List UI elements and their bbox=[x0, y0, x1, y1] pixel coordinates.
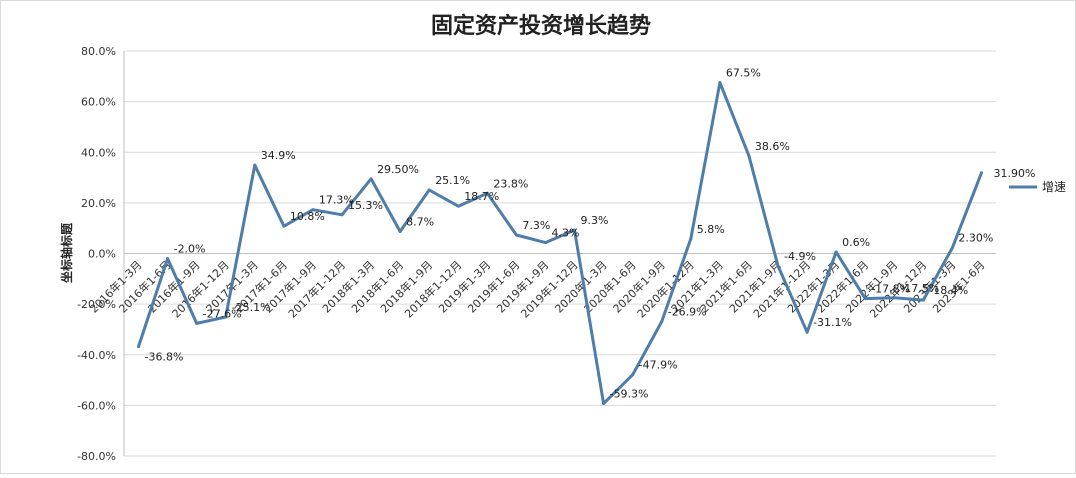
data-label: 8.7% bbox=[406, 215, 434, 228]
data-label: 67.5% bbox=[726, 67, 761, 80]
data-label: 9.3% bbox=[581, 214, 609, 227]
data-point bbox=[456, 204, 460, 208]
y-tick-label: -80.0% bbox=[77, 450, 116, 463]
y-tick-label: 20.0% bbox=[81, 197, 116, 210]
data-label: 5.8% bbox=[697, 223, 725, 236]
data-label: -27.6% bbox=[203, 307, 242, 320]
data-point bbox=[282, 224, 286, 228]
data-label: 15.3% bbox=[348, 199, 383, 212]
data-label: -47.9% bbox=[639, 359, 678, 372]
data-labels: -36.8% -2.0% -27.6%-25.1% 34.9% 10.8% 17.3%15… bbox=[145, 67, 1036, 401]
data-label: -59.3% bbox=[610, 388, 649, 401]
data-label: 10.8% bbox=[290, 210, 325, 223]
data-point bbox=[602, 402, 606, 406]
data-point bbox=[514, 233, 518, 237]
data-label: -17.8% bbox=[871, 283, 910, 296]
data-label: -18.4% bbox=[929, 284, 968, 297]
data-point bbox=[195, 321, 199, 325]
data-label: -25.1% bbox=[232, 301, 271, 314]
data-point bbox=[834, 250, 838, 254]
y-tick-label: 40.0% bbox=[81, 146, 116, 159]
y-axis: 80.0% 60.0% 40.0% 20.0% 0.0% -20.0% -40.0% -60.… bbox=[77, 45, 125, 463]
data-point bbox=[311, 208, 315, 212]
data-label: 29.50% bbox=[377, 163, 419, 176]
data-point bbox=[253, 163, 257, 167]
legend: 增速 bbox=[1009, 180, 1066, 194]
data-point bbox=[137, 345, 141, 349]
data-point bbox=[631, 373, 635, 377]
data-label: 0.6% bbox=[842, 236, 870, 249]
data-label: 2.30% bbox=[958, 232, 993, 245]
data-label: 7.3% bbox=[522, 219, 550, 232]
y-tick-label: -20.0% bbox=[77, 298, 116, 311]
data-label: 38.6% bbox=[755, 140, 790, 153]
data-point bbox=[166, 257, 170, 261]
data-point bbox=[805, 330, 809, 334]
data-label: -36.8% bbox=[145, 351, 184, 364]
data-point bbox=[543, 241, 547, 245]
data-label: -4.9% bbox=[784, 250, 816, 263]
data-label: 34.9% bbox=[261, 149, 296, 162]
data-label: 18.7% bbox=[464, 190, 499, 203]
y-tick-label: 60.0% bbox=[81, 96, 116, 109]
data-point bbox=[485, 191, 489, 195]
data-label: -17.5% bbox=[900, 282, 939, 295]
data-label: -2.0% bbox=[174, 243, 206, 256]
data-point bbox=[224, 315, 228, 319]
data-point bbox=[747, 154, 751, 158]
y-tick-label: 80.0% bbox=[81, 45, 116, 58]
data-point bbox=[340, 213, 344, 217]
data-point bbox=[979, 171, 983, 175]
data-label: 25.1% bbox=[435, 174, 470, 187]
y-tick-label: 0.0% bbox=[88, 248, 116, 261]
data-label: -31.1% bbox=[813, 316, 852, 329]
y-tick-label: -40.0% bbox=[77, 349, 116, 362]
data-point bbox=[398, 229, 402, 233]
y-axis-title: 坐标轴标题 bbox=[59, 222, 74, 283]
data-label: 4.3% bbox=[551, 227, 579, 240]
series-group bbox=[137, 81, 983, 406]
data-point bbox=[573, 228, 577, 232]
data-label: 31.90% bbox=[993, 167, 1035, 180]
data-point bbox=[776, 264, 780, 268]
data-point bbox=[369, 177, 373, 181]
data-point bbox=[863, 297, 867, 301]
data-label: 23.8% bbox=[493, 177, 528, 190]
data-point bbox=[950, 246, 954, 250]
data-label: -26.9% bbox=[668, 306, 707, 319]
data-point bbox=[427, 188, 431, 192]
chart-title: 固定资产投资增长趋势 bbox=[431, 13, 651, 39]
data-point bbox=[718, 81, 722, 85]
legend-entry: 增速 bbox=[1042, 180, 1066, 194]
data-label: 17.3% bbox=[319, 194, 354, 207]
data-point bbox=[921, 298, 925, 302]
data-point bbox=[660, 320, 664, 324]
series-line bbox=[137, 81, 983, 406]
y-tick-label: -60.0% bbox=[77, 399, 116, 412]
data-point bbox=[892, 296, 896, 300]
data-point bbox=[689, 237, 693, 241]
